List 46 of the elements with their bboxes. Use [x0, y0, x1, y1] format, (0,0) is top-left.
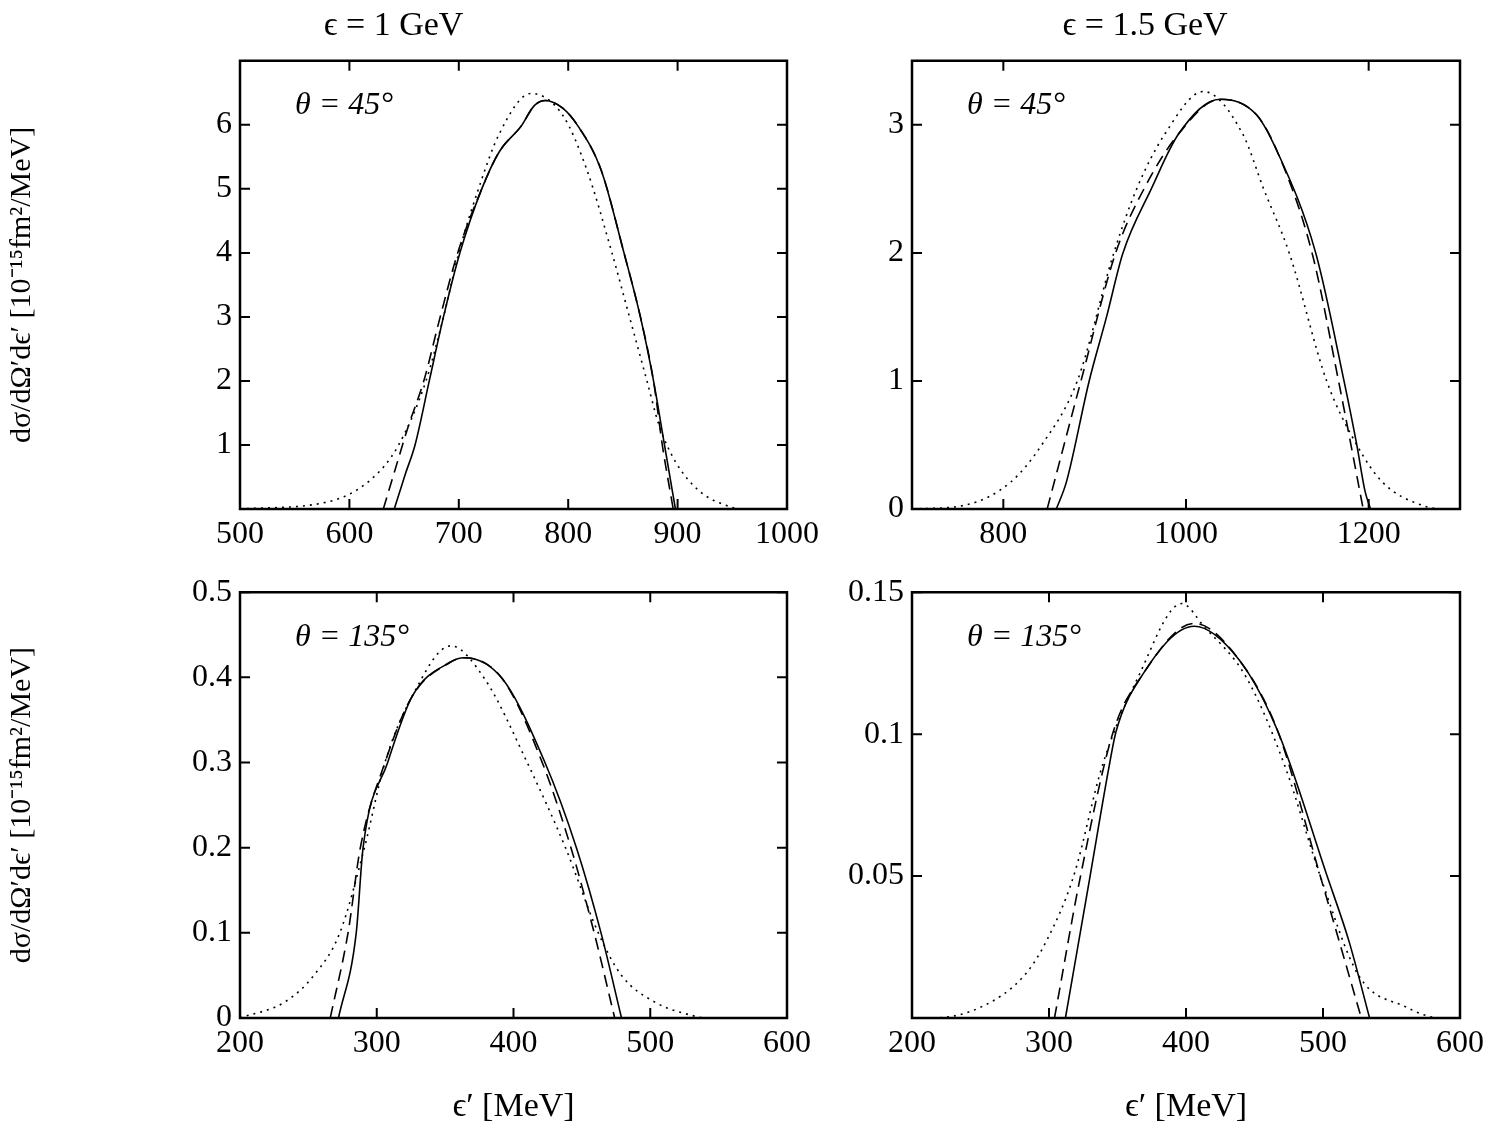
y-tick-label: 3 — [888, 104, 904, 141]
x-tick-label: 400 — [1162, 1022, 1210, 1059]
chart-title: ϵ = 1 GeV — [323, 5, 464, 43]
x-tick-label: 1000 — [755, 513, 819, 550]
x-tick-label: 500 — [1299, 1022, 1347, 1059]
y-tick-label: 0.05 — [848, 855, 904, 892]
y-tick-label: 0.3 — [192, 741, 232, 778]
y-tick-label: 2 — [216, 360, 232, 397]
chart-title: ϵ = 1.5 GeV — [1062, 5, 1229, 43]
x-tick-label: 600 — [763, 1022, 811, 1059]
x-tick-label: 400 — [489, 1022, 538, 1059]
x-tick-label: 900 — [653, 513, 702, 550]
x-tick-label: 300 — [352, 1022, 401, 1059]
y-tick-label: 3 — [216, 296, 232, 333]
y-axis-title: dσ/dΩ′dϵ′ [10⁻¹⁵fm²/MeV] — [2, 646, 36, 964]
x-tick-label: 300 — [1025, 1022, 1073, 1059]
x-tick-label: 700 — [434, 513, 483, 550]
y-tick-label: 0.15 — [848, 571, 904, 608]
x-tick-label: 1000 — [1154, 513, 1218, 550]
y-tick-label: 6 — [216, 104, 232, 141]
y-tick-label: 2 — [888, 232, 904, 269]
y-tick-label: 4 — [216, 232, 232, 269]
x-tick-label: 500 — [626, 1022, 675, 1059]
x-tick-label: 600 — [1436, 1022, 1484, 1059]
x-tick-label: 800 — [544, 513, 593, 550]
annotation: θ = 45° — [295, 85, 394, 122]
y-tick-label: 0.4 — [192, 656, 232, 693]
y-tick-label: 0.2 — [192, 827, 232, 864]
y-tick-label: 0 — [888, 488, 904, 525]
y-tick-label: 1 — [888, 360, 904, 397]
x-tick-label: 1200 — [1336, 513, 1401, 550]
y-tick-label: 5 — [216, 168, 232, 205]
x-tick-label: 200 — [888, 1022, 936, 1059]
x-tick-label: 800 — [979, 513, 1028, 550]
x-tick-label: 500 — [216, 513, 264, 550]
annotation: θ = 45° — [967, 85, 1066, 122]
y-axis-title: dσ/dΩ′dϵ′ [10⁻¹⁵fm²/MeV] — [2, 126, 36, 444]
y-tick-label: 0.1 — [192, 912, 232, 949]
annotation: θ = 135° — [295, 616, 410, 653]
y-tick-label: 1 — [216, 424, 232, 461]
annotation: θ = 135° — [967, 616, 1082, 653]
x-axis-title: ϵ′ [MeV] — [1124, 1085, 1248, 1123]
x-tick-label: 600 — [325, 513, 374, 550]
y-tick-label: 0.5 — [192, 571, 232, 608]
x-axis-title: ϵ′ [MeV] — [452, 1085, 575, 1123]
y-tick-label: 0.1 — [864, 713, 904, 750]
